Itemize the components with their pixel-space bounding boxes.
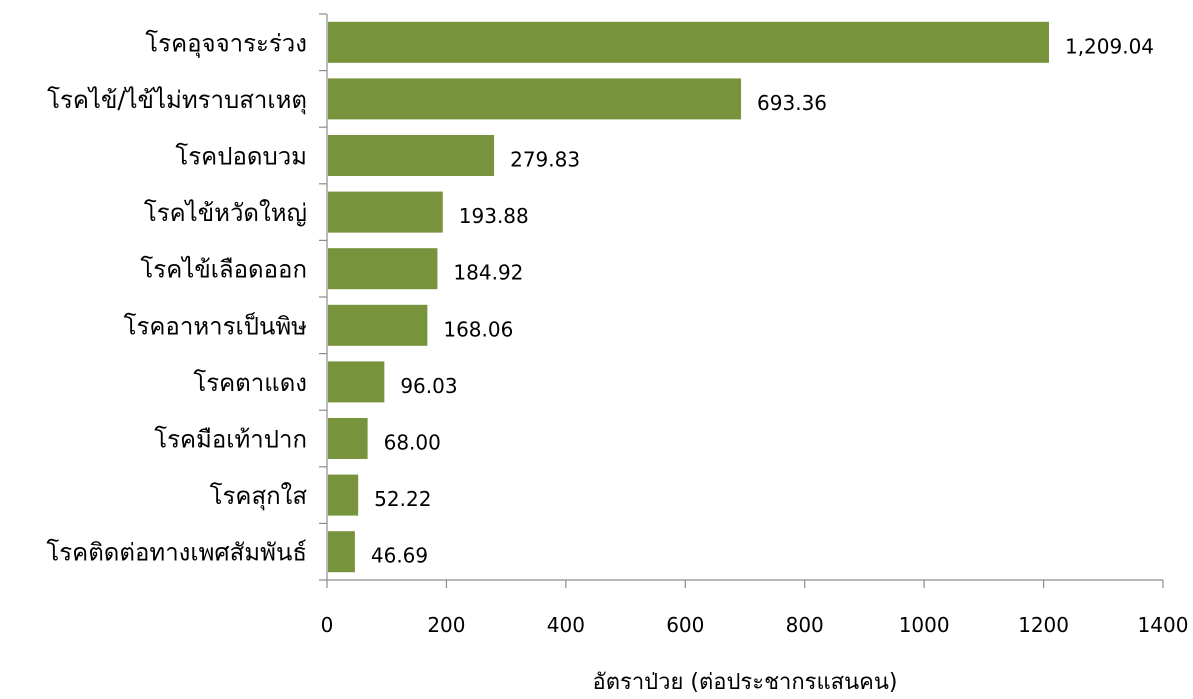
value-label-4: 184.92 — [453, 261, 523, 285]
value-labels: 1,209.04 693.36 279.83 193.88 184.92 168.06 96… — [371, 34, 1154, 567]
x-tick-label-2: 400 — [547, 613, 585, 637]
x-tick-label-0: 0 — [321, 613, 334, 637]
bar-7 — [328, 418, 368, 459]
category-label-9: โรคติดต่อทางเพศสัมพันธ์ — [46, 539, 307, 567]
x-tick-label-3: 600 — [666, 613, 704, 637]
category-label-1: โรคไข้/ไข้ไม่ทราบสาเหตุ — [47, 86, 307, 115]
bar-1 — [328, 78, 742, 120]
category-label-6: โรคตาแดง — [193, 369, 307, 397]
value-label-3: 193.88 — [459, 204, 529, 228]
category-label-2: โรคปอดบวม — [175, 143, 307, 171]
value-label-7: 68.00 — [384, 431, 441, 455]
bar-8 — [328, 474, 359, 516]
value-label-9: 46.69 — [371, 544, 428, 568]
category-label-5: โรคอาหารเป็นพิษ — [124, 311, 307, 340]
bar-5 — [328, 304, 428, 346]
x-tick-label-5: 1000 — [899, 613, 950, 637]
category-label-8: โรคสุกใส — [210, 482, 308, 511]
bar-0 — [328, 21, 1049, 63]
category-label-0: โรคอุจจาระร่วง — [145, 29, 307, 58]
x-tick-label-6: 1200 — [1018, 613, 1069, 637]
value-label-6: 96.03 — [400, 374, 457, 398]
value-label-1: 693.36 — [757, 91, 827, 115]
axes: 0 200 400 600 800 1000 1200 1400 — [319, 13, 1189, 637]
value-label-0: 1,209.04 — [1065, 34, 1154, 58]
value-label-2: 279.83 — [510, 148, 580, 172]
bar-6 — [328, 361, 385, 403]
bars-layer — [328, 21, 1049, 573]
category-label-7: โรคมือเท้าปาก — [154, 426, 307, 454]
bar-9 — [328, 531, 355, 573]
bar-2 — [328, 135, 495, 176]
category-label-4: โรคไข้เลือดออก — [140, 256, 307, 284]
category-label-3: โรคไข้หวัดใหญ่ — [144, 199, 307, 227]
bar-3 — [328, 191, 443, 233]
x-tick-label-1: 200 — [427, 613, 465, 637]
value-label-8: 52.22 — [374, 487, 431, 511]
x-tick-label-7: 1400 — [1138, 613, 1189, 637]
x-tick-label-4: 800 — [786, 613, 824, 637]
bar-4 — [328, 248, 438, 290]
category-labels: โรคอุจจาระร่วงโรคไข้/ไข้ไม่ทราบสาเหตุโรค… — [46, 29, 307, 566]
value-label-5: 168.06 — [443, 317, 513, 341]
x-axis-title: อัตราป่วย (ต่อประชากรแสนคน) — [593, 670, 898, 695]
